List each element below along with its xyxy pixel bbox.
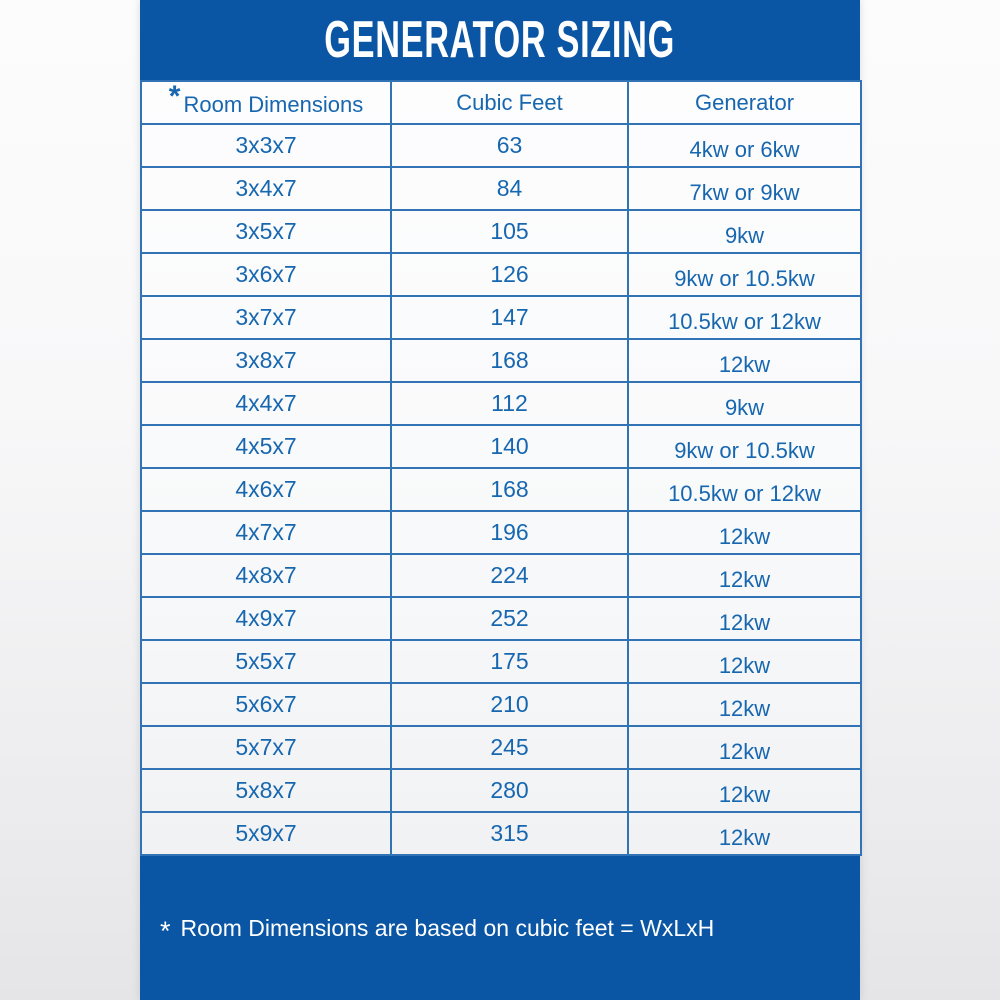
generator-cell: 12kw	[627, 811, 862, 856]
generator-cell: 12kw	[627, 768, 862, 813]
col-header-room-dimensions: * Room Dimensions	[140, 80, 392, 125]
cubic-feet-cell: 196	[390, 510, 629, 555]
cubic-feet-cell: 315	[390, 811, 629, 856]
title-band: GENERATOR SIZING	[140, 0, 860, 80]
header-row: * Room Dimensions Cubic Feet Generator	[140, 80, 862, 125]
table-row: 4x8x7 224 12kw	[140, 553, 862, 598]
generator-cell: 7kw or 9kw	[627, 166, 862, 211]
generator-cell: 12kw	[627, 725, 862, 770]
generator-sizing-panel: GENERATOR SIZING * Room Dimensions Cubic …	[140, 0, 862, 1000]
table-row: 5x5x7 175 12kw	[140, 639, 862, 684]
generator-cell: 9kw or 10.5kw	[627, 424, 862, 469]
cubic-feet-cell: 168	[390, 467, 629, 512]
cubic-feet-cell: 245	[390, 725, 629, 770]
table-row: 3x3x7 63 4kw or 6kw	[140, 123, 862, 168]
table-row: 4x4x7 112 9kw	[140, 381, 862, 426]
room-dimensions-cell: 5x8x7	[140, 768, 392, 813]
table-row: 3x4x7 84 7kw or 9kw	[140, 166, 862, 211]
generator-cell: 9kw	[627, 209, 862, 254]
generator-cell: 9kw	[627, 381, 862, 426]
col-header-generator: Generator	[627, 80, 862, 125]
generator-cell: 12kw	[627, 510, 862, 555]
room-dimensions-cell: 5x6x7	[140, 682, 392, 727]
cubic-feet-cell: 224	[390, 553, 629, 598]
table-row: 3x6x7 126 9kw or 10.5kw	[140, 252, 862, 297]
table-row: 4x5x7 140 9kw or 10.5kw	[140, 424, 862, 469]
generator-cell: 4kw or 6kw	[627, 123, 862, 168]
table-row: 5x7x7 245 12kw	[140, 725, 862, 770]
cubic-feet-cell: 147	[390, 295, 629, 340]
room-dimensions-cell: 4x5x7	[140, 424, 392, 469]
generator-cell: 10.5kw or 12kw	[627, 295, 862, 340]
generator-cell: 12kw	[627, 553, 862, 598]
table-row: 3x7x7 147 10.5kw or 12kw	[140, 295, 862, 340]
room-dimensions-cell: 5x9x7	[140, 811, 392, 856]
table-body: 3x3x7 63 4kw or 6kw 3x4x7 84 7kw or 9kw 3x5x7 1…	[140, 123, 862, 856]
cubic-feet-cell: 140	[390, 424, 629, 469]
cubic-feet-cell: 105	[390, 209, 629, 254]
room-dimensions-cell: 4x9x7	[140, 596, 392, 641]
table-header: * Room Dimensions Cubic Feet Generator	[140, 80, 862, 125]
col-header-cubic-feet: Cubic Feet	[390, 80, 629, 125]
room-dimensions-cell: 4x7x7	[140, 510, 392, 555]
generator-cell: 9kw or 10.5kw	[627, 252, 862, 297]
generator-cell: 12kw	[627, 639, 862, 684]
cubic-feet-cell: 63	[390, 123, 629, 168]
cubic-feet-cell: 112	[390, 381, 629, 426]
table-row: 5x8x7 280 12kw	[140, 768, 862, 813]
room-dimensions-cell: 5x7x7	[140, 725, 392, 770]
table-row: 3x5x7 105 9kw	[140, 209, 862, 254]
table-row: 5x6x7 210 12kw	[140, 682, 862, 727]
page-title: GENERATOR SIZING	[324, 11, 676, 69]
room-dimensions-cell: 3x8x7	[140, 338, 392, 383]
footnote-text: Room Dimensions are based on cubic feet …	[180, 914, 715, 941]
footnote: * Room Dimensions are based on cubic fee…	[140, 856, 860, 1000]
room-dimensions-cell: 4x6x7	[140, 467, 392, 512]
generator-cell: 10.5kw or 12kw	[627, 467, 862, 512]
room-dimensions-cell: 3x6x7	[140, 252, 392, 297]
col-header-room-dimensions-label: Room Dimensions	[183, 91, 364, 117]
cubic-feet-cell: 84	[390, 166, 629, 211]
cubic-feet-cell: 280	[390, 768, 629, 813]
asterisk-mark: *	[168, 81, 181, 113]
room-dimensions-cell: 4x4x7	[140, 381, 392, 426]
room-dimensions-cell: 3x3x7	[140, 123, 392, 168]
table-row: 3x8x7 168 12kw	[140, 338, 862, 383]
room-dimensions-cell: 5x5x7	[140, 639, 392, 684]
room-dimensions-cell: 3x5x7	[140, 209, 392, 254]
table-row: 4x9x7 252 12kw	[140, 596, 862, 641]
cubic-feet-cell: 252	[390, 596, 629, 641]
cubic-feet-cell: 175	[390, 639, 629, 684]
cubic-feet-cell: 126	[390, 252, 629, 297]
room-dimensions-cell: 3x4x7	[140, 166, 392, 211]
room-dimensions-cell: 4x8x7	[140, 553, 392, 598]
table-row: 4x7x7 196 12kw	[140, 510, 862, 555]
generator-cell: 12kw	[627, 682, 862, 727]
table-row: 5x9x7 315 12kw	[140, 811, 862, 856]
sizing-table: * Room Dimensions Cubic Feet Generator 3x…	[140, 80, 862, 856]
room-dimensions-cell: 3x7x7	[140, 295, 392, 340]
generator-cell: 12kw	[627, 596, 862, 641]
cubic-feet-cell: 210	[390, 682, 629, 727]
table-row: 4x6x7 168 10.5kw or 12kw	[140, 467, 862, 512]
cubic-feet-cell: 168	[390, 338, 629, 383]
generator-cell: 12kw	[627, 338, 862, 383]
footnote-asterisk-mark: *	[160, 915, 171, 946]
